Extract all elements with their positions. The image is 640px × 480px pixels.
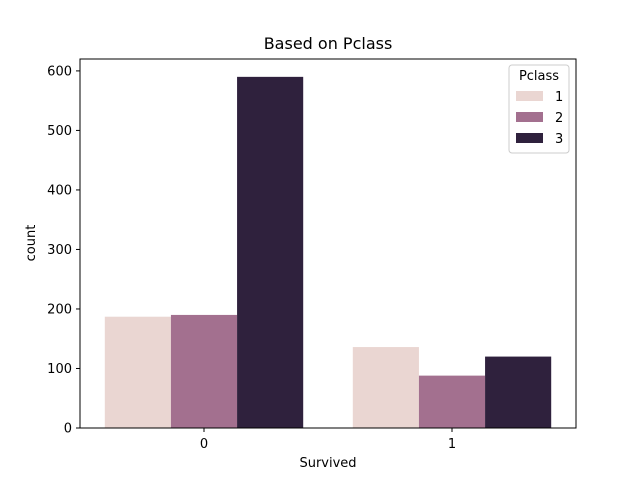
bar-pclass-1-survived-1	[352, 347, 419, 428]
bar-pclass-2-survived-1	[418, 375, 486, 428]
x-tick-label: 1	[448, 437, 456, 452]
y-axis-label: count	[24, 225, 39, 262]
legend: Pclass 1 2 3	[508, 64, 570, 154]
legend-swatch-3	[516, 133, 543, 143]
bar-pclass-3-survived-0	[237, 76, 304, 429]
x-tick-label: 0	[200, 437, 208, 452]
x-axis-label: Survived	[299, 456, 356, 471]
y-tick-label: 200	[47, 302, 72, 317]
legend-label-2: 2	[555, 111, 563, 126]
y-tick-label: 600	[47, 64, 72, 79]
bar-pclass-2-survived-0	[170, 314, 238, 428]
y-tick-label: 100	[47, 362, 72, 377]
legend-swatch-1	[516, 91, 543, 101]
bar-pclass-3-survived-1	[485, 356, 552, 428]
legend-box	[508, 64, 570, 154]
legend-label-1: 1	[555, 90, 563, 105]
bars-layer	[104, 76, 552, 429]
bar-pclass-1-survived-0	[104, 316, 171, 428]
y-axis: 0 100 200 300 400 500 600	[47, 64, 80, 437]
y-tick-label: 300	[47, 243, 72, 258]
legend-swatch-2	[516, 112, 543, 122]
y-tick-label: 500	[47, 124, 72, 139]
legend-title: Pclass	[519, 69, 559, 84]
plot-frame	[79, 58, 577, 429]
legend-items: 1 2 3	[516, 90, 563, 147]
y-tick-label: 400	[47, 183, 72, 198]
legend-label-3: 3	[555, 132, 563, 147]
chart-title: Based on Pclass	[264, 34, 393, 53]
y-tick-label: 0	[64, 422, 72, 437]
